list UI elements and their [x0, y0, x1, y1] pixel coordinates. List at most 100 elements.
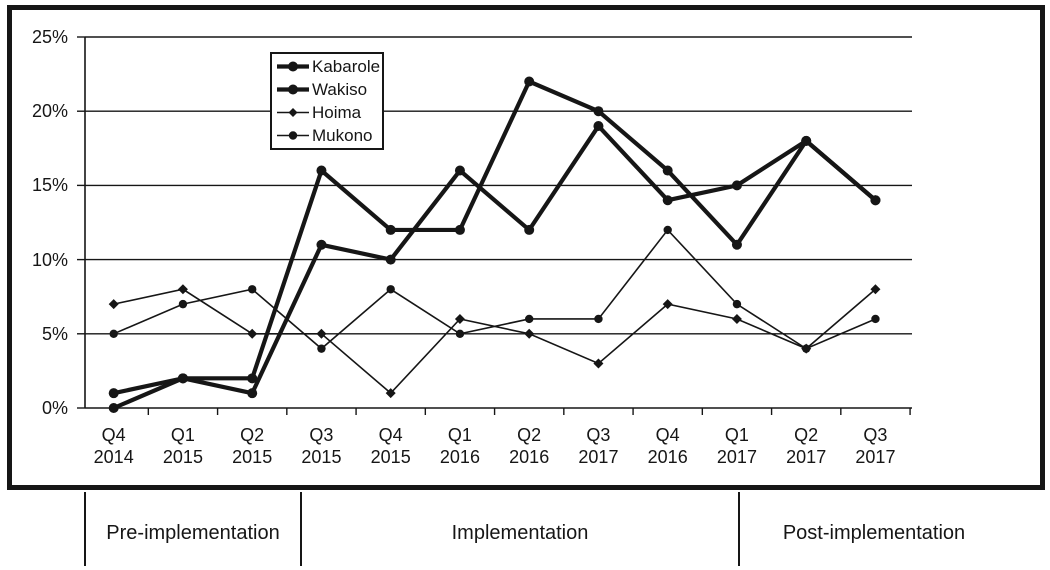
marker-wakiso [662, 195, 673, 206]
marker-wakiso [316, 239, 327, 250]
phase-divider [738, 492, 740, 566]
x-tick-year: 2015 [370, 447, 411, 467]
legend-sample-thick-circle-icon [277, 84, 309, 95]
marker-hoima [316, 328, 327, 339]
x-tick-label: Q2 2017 [771, 424, 841, 468]
legend-item-mukono: Mukono [276, 124, 382, 147]
legend-item-wakiso: Wakiso [276, 78, 382, 101]
marker-kabarole [524, 76, 535, 87]
marker-wakiso [870, 195, 881, 206]
x-tick-quarter: Q3 [863, 425, 888, 445]
x-tick-year: 2017 [578, 447, 619, 467]
x-tick-quarter: Q4 [655, 425, 680, 445]
series-line-kabarole [113, 78, 877, 396]
legend-label: Hoima [312, 103, 362, 122]
marker-mukono [248, 285, 257, 294]
marker-wakiso [524, 224, 535, 235]
x-tick-quarter: Q2 [240, 425, 265, 445]
x-tick-label: Q1 2015 [148, 424, 218, 468]
legend-label: Wakiso [312, 80, 368, 99]
legend-item-hoima: Hoima [276, 101, 382, 124]
marker-kabarole [108, 388, 119, 399]
x-tick-year: 2016 [647, 447, 688, 467]
x-tick-label: Q1 2016 [425, 424, 495, 468]
marker-kabarole [247, 373, 258, 384]
marker-kabarole [385, 224, 396, 235]
x-tick-year: 2017 [855, 447, 896, 467]
marker-kabarole [454, 224, 465, 235]
phase-divider [300, 492, 302, 566]
marker-kabarole [731, 239, 742, 250]
x-tick-year: 2015 [162, 447, 203, 467]
marker-hoima [593, 358, 604, 369]
marker-mukono [178, 299, 188, 309]
x-tick-quarter: Q3 [309, 425, 334, 445]
y-tick-label: 25% [31, 27, 68, 47]
marker-hoima [662, 299, 673, 310]
x-tick-quarter: Q2 [794, 425, 819, 445]
marker-kabarole [662, 165, 673, 176]
y-tick-label: 10% [31, 249, 68, 270]
marker-wakiso [108, 403, 119, 413]
x-tick-year: 2016 [439, 447, 480, 467]
legend-sample-thin-circle-icon [277, 131, 309, 140]
phase-label-pre-implementation: Pre-implementation [106, 522, 280, 544]
phase-divider [84, 492, 86, 566]
marker-mukono [663, 225, 672, 235]
y-tick-label: 0% [41, 398, 68, 418]
x-tick-year: 2015 [301, 447, 342, 467]
x-tick-quarter: Q2 [517, 425, 542, 445]
marker-mukono [871, 314, 880, 324]
marker-hoima [177, 284, 188, 295]
phase-label-implementation: Implementation [451, 522, 589, 544]
marker-mukono [732, 299, 742, 309]
x-tick-quarter: Q4 [101, 425, 126, 445]
x-tick-year: 2015 [232, 447, 273, 467]
legend-label: Mukono [312, 126, 373, 145]
marker-hoima [454, 313, 465, 324]
x-tick-quarter: Q1 [447, 425, 472, 445]
x-tick-year: 2016 [509, 447, 550, 467]
marker-mukono [525, 314, 534, 324]
x-tick-quarter: Q1 [170, 425, 195, 445]
marker-wakiso [454, 165, 465, 176]
marker-wakiso [593, 121, 604, 132]
marker-mukono [802, 344, 811, 353]
series-line-wakiso [112, 122, 877, 410]
x-tick-label: Q2 2015 [217, 424, 287, 468]
marker-wakiso [247, 388, 258, 399]
x-tick-year: 2017 [786, 447, 827, 467]
marker-wakiso [731, 180, 742, 191]
x-tick-year: 2014 [93, 447, 134, 467]
legend-item-kabarole: Kabarole [276, 55, 382, 78]
marker-wakiso [385, 254, 396, 265]
marker-wakiso [177, 373, 188, 384]
x-tick-quarter: Q3 [586, 425, 611, 445]
marker-hoima [731, 313, 742, 324]
series-line-mukono [113, 228, 876, 350]
marker-hoima [247, 328, 258, 339]
x-tick-label: Q1 2017 [702, 424, 772, 468]
marker-mukono [109, 329, 118, 338]
marker-kabarole [316, 165, 327, 176]
marker-wakiso [801, 135, 812, 146]
marker-hoima [870, 284, 881, 295]
marker-hoima [108, 299, 119, 310]
y-tick-label: 15% [31, 175, 68, 196]
legend-sample-thin-diamond-icon [277, 108, 309, 117]
y-tick-label: 20% [31, 101, 68, 122]
marker-mukono [455, 329, 465, 338]
x-tick-label: Q3 2015 [286, 424, 356, 468]
marker-hoima [524, 328, 535, 339]
x-tick-label: Q3 2017 [563, 424, 633, 468]
marker-kabarole [593, 106, 604, 117]
phase-label-post-implementation: Post-implementation [782, 522, 966, 544]
legend-label: Kabarole [312, 57, 381, 76]
chart-frame [7, 5, 1045, 490]
y-tick-label: 5% [41, 323, 68, 344]
x-tick-label: Q4 2016 [633, 424, 703, 468]
marker-mukono [594, 314, 603, 324]
x-tick-quarter: Q4 [378, 425, 403, 445]
